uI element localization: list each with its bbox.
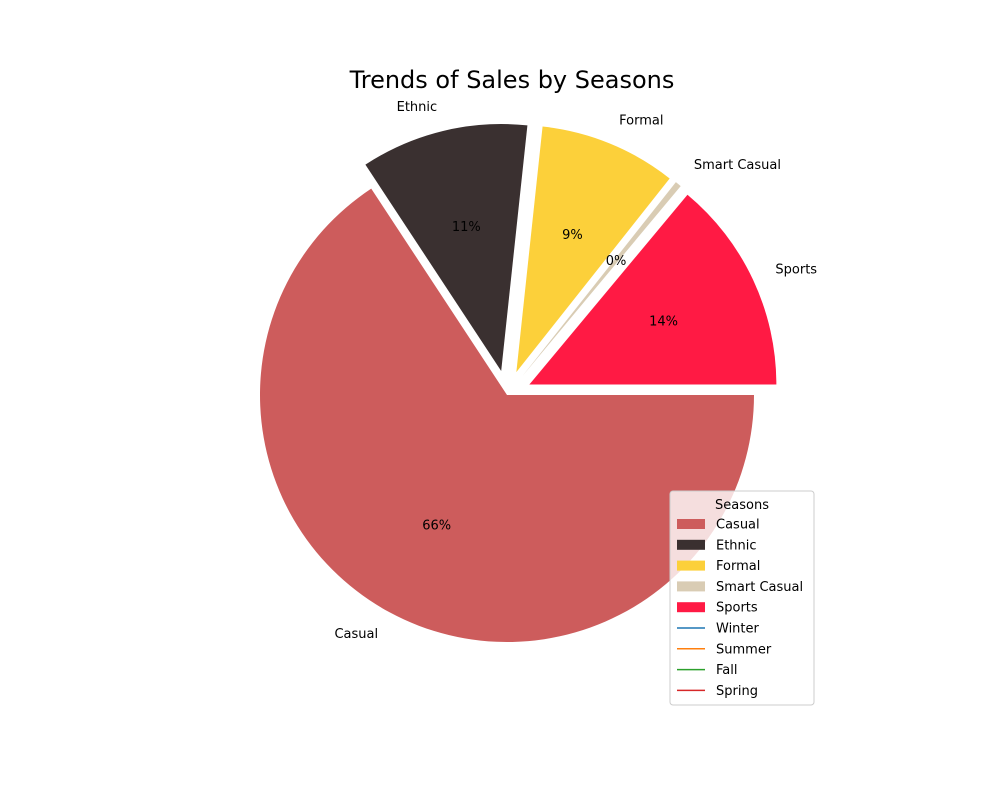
legend-label-summer: Summer	[716, 642, 772, 657]
slice-casual	[260, 188, 754, 643]
slice-ethnic	[365, 123, 528, 371]
legend-label-fall: Fall	[716, 663, 737, 678]
legend-label-winter: Winter	[716, 622, 760, 637]
slice-label-smart-casual: Smart Casual	[694, 158, 781, 173]
legend-frame	[669, 490, 815, 706]
legend-label-smart-casual: Smart Casual	[716, 580, 803, 595]
slice-label-ethnic: Ethnic	[397, 100, 438, 115]
legend-swatch-formal	[677, 560, 705, 571]
legend: Seasons Casual Ethnic Formal Smart Casual Sp…	[669, 490, 815, 706]
slice-label-sports: Sports	[775, 262, 817, 277]
percent-label-casual: 66%	[422, 518, 451, 533]
percent-label-sports: 14%	[649, 315, 678, 330]
legend-label-ethnic: Ethnic	[716, 538, 757, 553]
slice-label-casual: Casual	[334, 627, 378, 642]
slice-label-formal: Formal	[619, 114, 663, 129]
slice-formal	[516, 126, 670, 373]
chart-title: Trends of Sales by Seasons	[349, 66, 675, 94]
legend-title: Seasons	[715, 498, 769, 513]
percent-label-ethnic: 11%	[452, 220, 481, 235]
legend-swatch-casual	[677, 519, 705, 529]
legend-label-formal: Formal	[716, 559, 760, 574]
legend-swatch-sports	[677, 602, 705, 613]
pie-slices	[260, 123, 777, 643]
legend-swatch-ethnic	[677, 539, 705, 550]
legend-label-casual: Casual	[716, 518, 760, 533]
legend-label-spring: Spring	[716, 684, 758, 699]
slice-smart-casual	[522, 182, 681, 376]
percent-label-smart-casual: 0%	[606, 254, 627, 269]
legend-label-sports: Sports	[716, 601, 758, 616]
slice-sports	[529, 194, 777, 385]
legend-swatch-smart-casual	[677, 581, 705, 592]
legend-items: Casual Ethnic Formal Smart Casual Sports Wint…	[677, 518, 803, 699]
percent-labels: 66% 11% 9% 0% 14%	[422, 220, 678, 533]
percent-label-formal: 9%	[562, 228, 583, 243]
slice-labels: Casual Ethnic Formal Smart Casual Sports	[334, 100, 817, 642]
